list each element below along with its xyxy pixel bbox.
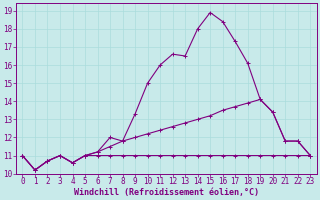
X-axis label: Windchill (Refroidissement éolien,°C): Windchill (Refroidissement éolien,°C) bbox=[74, 188, 259, 197]
